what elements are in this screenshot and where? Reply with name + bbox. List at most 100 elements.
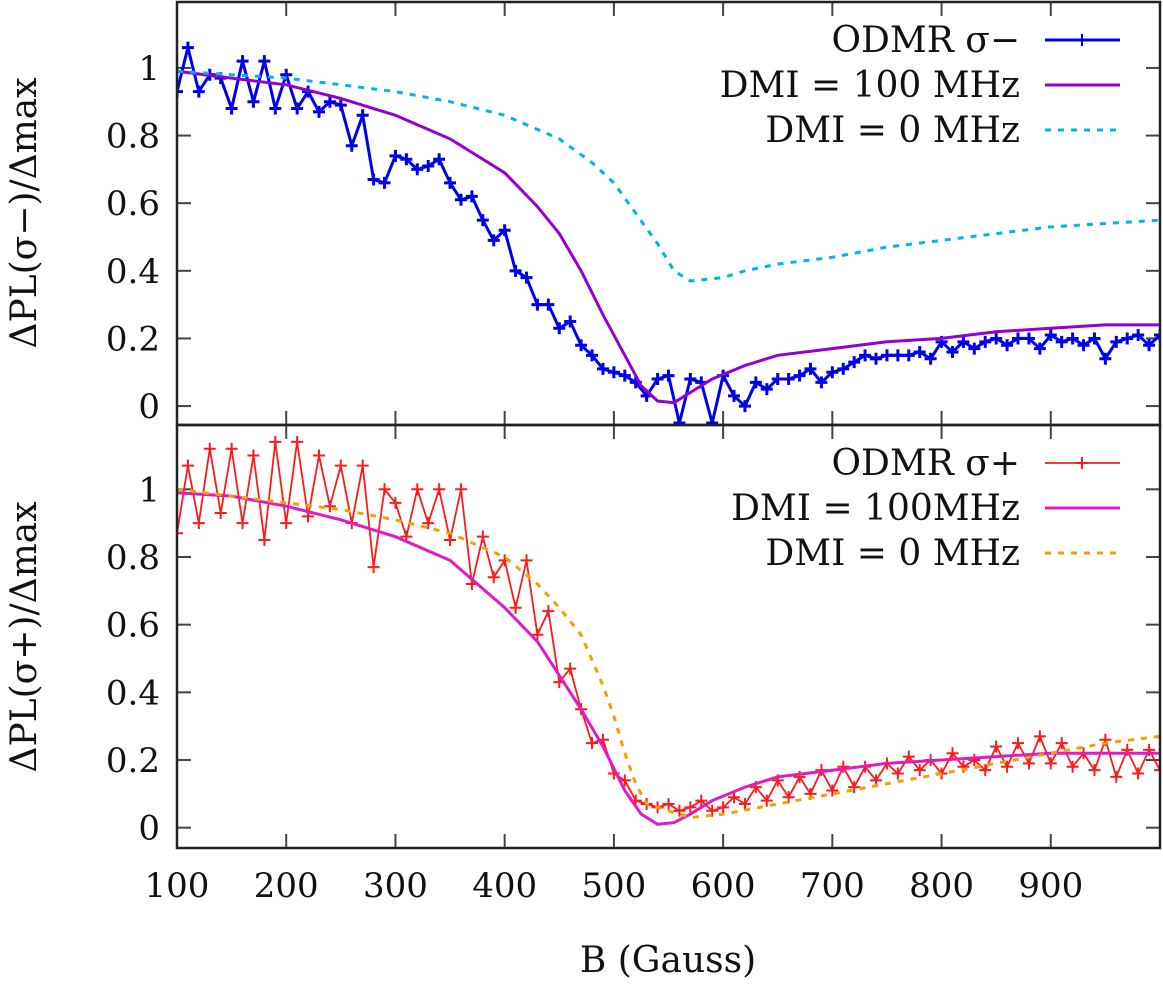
- x-tick-label: 500: [581, 866, 646, 906]
- data-point-marker: [738, 798, 751, 811]
- data-point-marker: [837, 362, 850, 375]
- legend-label: ODMR σ−: [831, 20, 1020, 61]
- data-point-marker: [1132, 767, 1145, 780]
- data-point-marker: [1066, 760, 1079, 773]
- data-point-marker: [465, 190, 478, 203]
- legend-label: DMI = 100 MHz: [720, 65, 1020, 106]
- data-point-marker: [815, 376, 828, 389]
- data-point-marker: [520, 554, 533, 567]
- data-point-marker: [848, 356, 861, 369]
- data-point-marker: [291, 435, 304, 448]
- series-line-1: [177, 491, 1160, 826]
- data-point-marker: [990, 740, 1003, 753]
- data-point-marker: [662, 369, 675, 382]
- data-point-marker: [673, 804, 686, 817]
- data-point-marker: [946, 345, 959, 358]
- data-point-marker: [400, 153, 413, 166]
- data-point-marker: [728, 791, 741, 804]
- data-point-marker: [422, 159, 435, 172]
- data-point-marker: [389, 149, 402, 162]
- y-tick-label: 0.8: [106, 538, 160, 578]
- data-point-marker: [411, 163, 424, 176]
- data-point-marker: [902, 349, 915, 362]
- data-point-marker: [553, 322, 566, 335]
- data-point-marker: [826, 784, 839, 797]
- data-point-marker: [487, 571, 500, 584]
- data-point-marker: [389, 496, 402, 509]
- data-point-marker: [990, 332, 1003, 345]
- data-point-marker: [575, 339, 588, 352]
- data-point-marker: [859, 349, 872, 362]
- data-point-marker: [618, 369, 631, 382]
- data-point-marker: [1033, 342, 1046, 355]
- legend-label: DMI = 0 MHz: [765, 110, 1020, 151]
- data-point-marker: [586, 737, 599, 750]
- data-point-marker: [1001, 339, 1014, 352]
- x-tick-label: 400: [472, 866, 537, 906]
- data-point-marker: [957, 335, 970, 348]
- data-point-marker: [1012, 332, 1025, 345]
- data-point-marker: [367, 561, 380, 574]
- data-point-marker: [312, 105, 325, 118]
- data-point-marker: [444, 176, 457, 189]
- data-point-marker: [454, 483, 467, 496]
- data-point-marker: [651, 373, 664, 386]
- data-point-marker: [236, 55, 249, 68]
- data-point-marker: [1055, 737, 1068, 750]
- data-point-marker: [826, 366, 839, 379]
- legend-marker: [1076, 457, 1088, 469]
- data-point-marker: [968, 754, 981, 767]
- data-point-marker: [181, 459, 194, 472]
- data-point-marker: [334, 99, 347, 112]
- x-tick-label: 700: [800, 866, 865, 906]
- data-point-marker: [476, 214, 489, 227]
- data-point-marker: [203, 442, 216, 455]
- series-line-2: [177, 69, 1160, 283]
- x-tick-label: 300: [363, 866, 428, 906]
- data-point-marker: [225, 442, 238, 455]
- y-tick-label: 0: [138, 387, 160, 427]
- series-line-2: [177, 487, 1160, 820]
- y-tick-label: 0.8: [106, 117, 160, 157]
- data-point-marker: [356, 109, 369, 122]
- data-point-marker: [280, 517, 293, 530]
- data-point-marker: [586, 349, 599, 362]
- y-tick-label: 1: [138, 49, 160, 89]
- data-point-marker: [192, 517, 205, 530]
- data-point-marker: [880, 349, 893, 362]
- y-tick-label: 0.2: [106, 319, 160, 359]
- data-point-marker: [870, 352, 883, 365]
- legend-label: ODMR σ+: [831, 443, 1020, 484]
- data-point-marker: [345, 139, 358, 152]
- series-line-1: [177, 69, 1160, 405]
- data-point-marker: [487, 234, 500, 247]
- panel-bottom: 0 0.2 0.4 0.6 0.8 1 100 200 300 400 500 600 700 800 90…: [106, 423, 1162, 906]
- data-point-marker: [177, 85, 183, 98]
- data-point-marker: [837, 760, 850, 773]
- data-point-marker: [596, 362, 609, 375]
- data-point-marker: [1022, 332, 1035, 345]
- x-tick-label: 600: [691, 866, 756, 906]
- data-point-marker: [695, 794, 708, 807]
- data-point-marker: [782, 791, 795, 804]
- data-point-marker: [378, 483, 391, 496]
- data-point-marker: [444, 534, 457, 547]
- data-point-marker: [378, 176, 391, 189]
- data-point-marker: [422, 517, 435, 530]
- data-point-marker: [1055, 335, 1068, 348]
- data-point-marker: [607, 366, 620, 379]
- data-point-marker: [1110, 335, 1123, 348]
- data-point-marker: [1044, 329, 1057, 342]
- data-point-marker: [192, 85, 205, 98]
- data-point-marker: [1012, 737, 1025, 750]
- data-point-marker: [258, 55, 271, 68]
- y-axis-title-top: ΔPL(σ−)/Δmax: [4, 78, 45, 349]
- data-point-marker: [793, 369, 806, 382]
- y-tick-label: 0.4: [106, 673, 160, 713]
- data-point-marker: [367, 173, 380, 186]
- data-point-marker: [564, 662, 577, 675]
- data-point-marker: [542, 298, 555, 311]
- data-point-marker: [979, 335, 992, 348]
- y-tick-label: 0.6: [106, 184, 160, 224]
- data-point-marker: [433, 153, 446, 166]
